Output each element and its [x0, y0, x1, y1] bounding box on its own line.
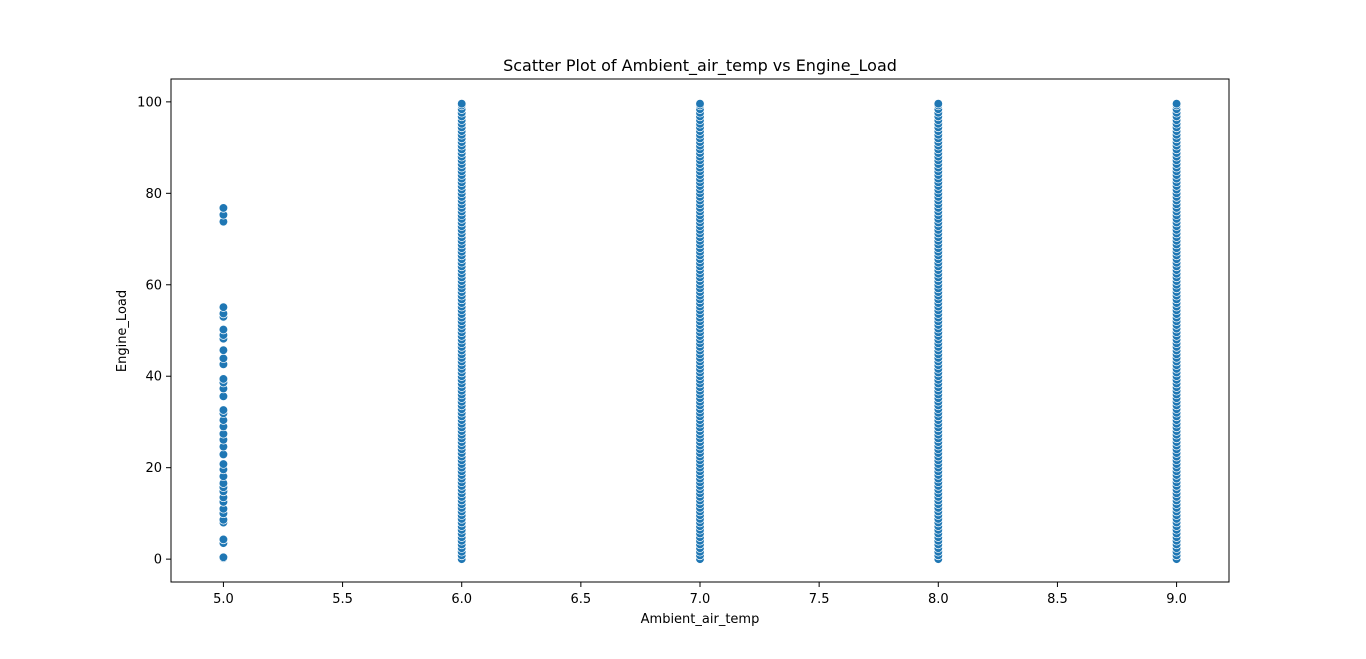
y-tick-label: 40 [145, 370, 162, 385]
data-point [218, 405, 229, 415]
x-tick-label: 7.0 [690, 592, 711, 607]
y-tick-label: 80 [145, 187, 162, 202]
x-tick-label: 6.0 [451, 592, 472, 607]
data-point [218, 534, 229, 545]
data-point [1171, 99, 1182, 109]
x-tick-label: 7.5 [809, 592, 830, 607]
x-tick-label: 9.0 [1166, 592, 1187, 607]
points-layer [218, 99, 1182, 564]
data-point [695, 99, 705, 109]
data-point [218, 459, 229, 469]
chart-title: Scatter Plot of Ambient_air_temp vs Engi… [503, 56, 897, 76]
data-point [933, 99, 943, 109]
y-tick-label: 0 [154, 553, 162, 568]
data-point [218, 449, 229, 460]
data-point [218, 203, 229, 213]
y-axis-ticks: 0 20 40 60 80 100 [137, 95, 171, 568]
data-point [218, 374, 229, 384]
x-axis-ticks: 5.0 5.5 6.0 6.5 7.0 7.5 8.0 8.5 9.0 [213, 582, 1187, 607]
x-tick-label: 8.0 [928, 592, 949, 607]
data-point [218, 391, 229, 402]
data-point [457, 99, 467, 109]
plot-area-frame [170, 78, 1230, 583]
data-point [218, 324, 229, 335]
data-point [218, 345, 229, 355]
y-axis-label: Engine_Load [115, 290, 130, 372]
y-tick-label: 60 [145, 278, 162, 293]
y-tick-label: 20 [145, 461, 162, 476]
x-tick-label: 8.5 [1047, 592, 1068, 607]
data-point [218, 302, 229, 312]
x-tick-label: 5.5 [332, 592, 353, 607]
x-axis-label: Ambient_air_temp [641, 612, 760, 627]
data-point [218, 353, 229, 364]
y-tick-label: 100 [137, 95, 162, 110]
x-tick-label: 5.0 [213, 592, 234, 607]
data-point [218, 552, 229, 562]
x-tick-label: 6.5 [571, 592, 592, 607]
